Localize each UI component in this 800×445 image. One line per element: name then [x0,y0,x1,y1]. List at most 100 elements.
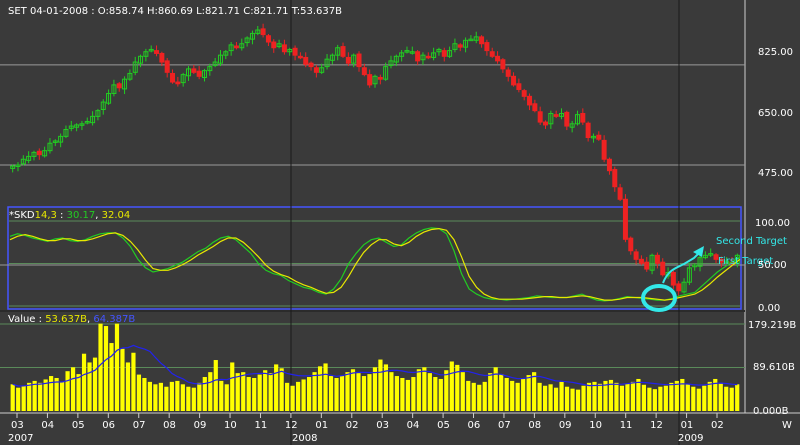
volume-bar [532,372,537,411]
candle-body [223,51,229,56]
volume-bar [285,382,290,411]
right-axis-labels: 825.00 650.00 475.00 100.00 50.00 0.00 1… [748,47,796,417]
target-arrow [662,251,701,284]
candle-body [463,39,469,48]
volume-bar [702,385,707,411]
candle-body [388,60,394,66]
volume-bar [729,387,734,411]
candle-body [42,150,48,157]
volume-bar [559,381,564,411]
year-dividers [290,0,680,445]
candle-body [255,29,261,34]
volume-bar [317,366,323,411]
volume-bar [537,382,542,411]
candle-body [537,111,543,123]
volume-bar [460,372,465,411]
candle-body [324,58,330,68]
candle-body [68,125,74,129]
volume-bar [383,364,389,411]
candle-body [31,151,37,157]
volume-bar [543,385,548,411]
volume-bar [268,373,273,411]
candle-body [686,267,692,283]
volume-bar [488,373,493,411]
volume-bar [592,381,597,411]
volume-bar [213,360,218,411]
candle-body [159,52,165,63]
volume-bar [641,384,646,411]
volume-bar [158,382,163,411]
volume-bar [32,380,37,411]
volume-bar [367,374,372,411]
candle-body [175,81,181,85]
candle-body [548,113,554,125]
stochastic-lines [9,227,741,302]
candle-body [26,155,32,161]
volume-bar [466,380,471,411]
candle-body [281,44,287,53]
volume-bar [647,387,652,411]
volume-bar [252,377,257,411]
candle-body [212,61,218,66]
candle-body [20,158,26,165]
volume-bar [109,343,114,411]
volume-bar [515,382,520,411]
vol-prefix: Value : [8,314,45,325]
volume-bar [685,383,690,411]
highlight-circle [641,284,677,312]
osc-prefix: *SKD [9,210,35,221]
vol-tick-zero: 0.000B [753,406,789,417]
volume-bar [103,326,109,411]
candle-body [393,55,399,63]
candle-body [52,140,58,143]
vol-tick-max: 179.219B [748,320,796,331]
target-arrow-head [693,246,704,257]
volume-bar [669,382,674,411]
month-label: 11 [254,420,267,431]
candle-body [303,56,309,65]
vol-tick-mid: 89.610B [753,362,795,373]
candle-body [676,283,682,292]
candle-body [111,84,117,94]
volume-bar [614,382,619,411]
price-header: SET 04-01-2008 : O:858.74 H:860.69 L:821… [8,6,342,17]
volume-bar [169,381,174,411]
candle-body [654,254,660,264]
candle-body [553,114,559,117]
candle-body [436,48,442,53]
volume-bar [224,384,229,411]
candle-body [708,253,714,256]
volume-bar [636,378,641,411]
price-tick-475: 475.00 [758,168,793,179]
volume-bar [663,385,668,411]
candle-body [596,134,602,140]
osc-k-value: 30.17 [67,210,96,221]
candle-body [532,103,538,112]
volume-bar [186,386,191,411]
candle-body [100,101,106,110]
month-label: 01 [681,420,694,431]
volume-bar [241,372,246,411]
month-label: 07 [498,420,511,431]
volume-bar [92,357,98,411]
candle-body [351,54,357,64]
volume-bar [378,359,383,411]
candle-body [148,48,154,52]
volume-bar [691,386,696,411]
volume-bar [76,374,81,411]
candle-body [90,115,96,124]
osc-tick-0: 0.00 [758,303,780,314]
period-label: W [782,420,792,431]
volume-bar [493,367,498,411]
volume-bar [356,373,361,411]
candle-body [186,68,192,77]
time-axis: 03 04 05 06 07 08 09 10 11 12 01 02 03 04 05 06 07 08 09 10… [8,413,724,444]
grid-lines [0,64,745,368]
candle-body [670,271,676,286]
volume-bar [339,376,345,411]
volume-bar [521,378,526,411]
volume-ma-line [12,344,738,387]
volume-bar [499,374,504,411]
